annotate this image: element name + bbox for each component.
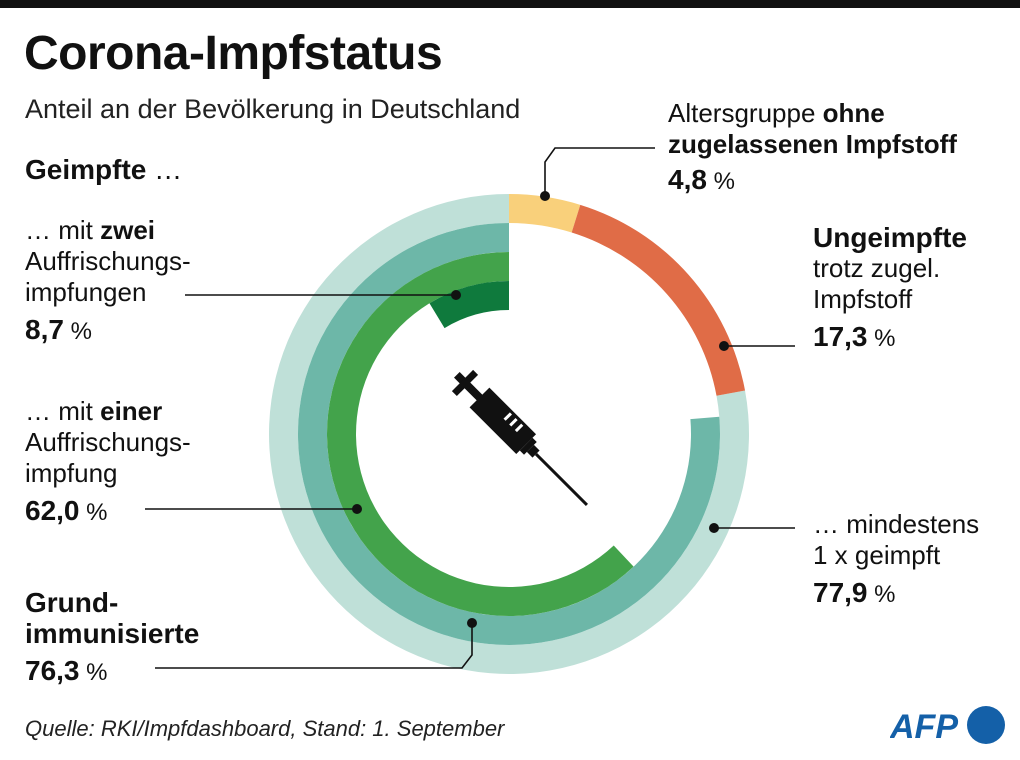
label-grund: Grund- immunisierte 76,3 % [25,587,200,686]
value-mindestens: 77,9 [813,577,868,608]
leader-lines [145,147,795,669]
bar-einer-auffrischung [327,252,634,617]
afp-logo: AFP [890,706,1005,746]
svg-text:AFP: AFP [890,708,958,746]
bar-zwei-auffrischungen [429,281,509,329]
leader-ohne [544,147,655,196]
top-bar [0,0,1020,8]
chart-title: Corona-Impfstatus [24,27,443,80]
value-ungeimpfte: 17,3 [813,321,868,352]
geimpfte-heading: Geimpfte … [25,154,183,185]
leader-dots [352,191,729,628]
chart-subtitle: Anteil an der Bevölkerung in Deutschland [25,94,521,124]
leader-grund [155,623,473,669]
label-ohne: Altersgruppe ohne zugelassenen Impfstoff… [668,98,957,195]
label-ungeimpfte: Ungeimpfte trotz zugel. Impfstoff 17,3 % [813,222,967,352]
label-zwei: … mit zwei Auffrischungs- impfungen 8,7 … [25,215,191,345]
ring-group [269,194,750,674]
label-einer: … mit einer Auffrischungs- impfung 62,0 … [25,396,191,526]
bar-ohne-impfstoff [509,194,581,233]
value-ohne: 4,8 [668,164,707,195]
value-zwei: 8,7 [25,314,64,345]
value-einer: 62,0 [25,495,80,526]
source-note: Quelle: RKI/Impfdashboard, Stand: 1. Sep… [25,716,505,741]
syringe-icon [451,369,589,507]
value-grund: 76,3 [25,655,80,686]
label-mindestens: … mindestens 1 x geimpft 77,9 % [813,509,980,608]
bar-ungeimpfte [571,204,746,396]
